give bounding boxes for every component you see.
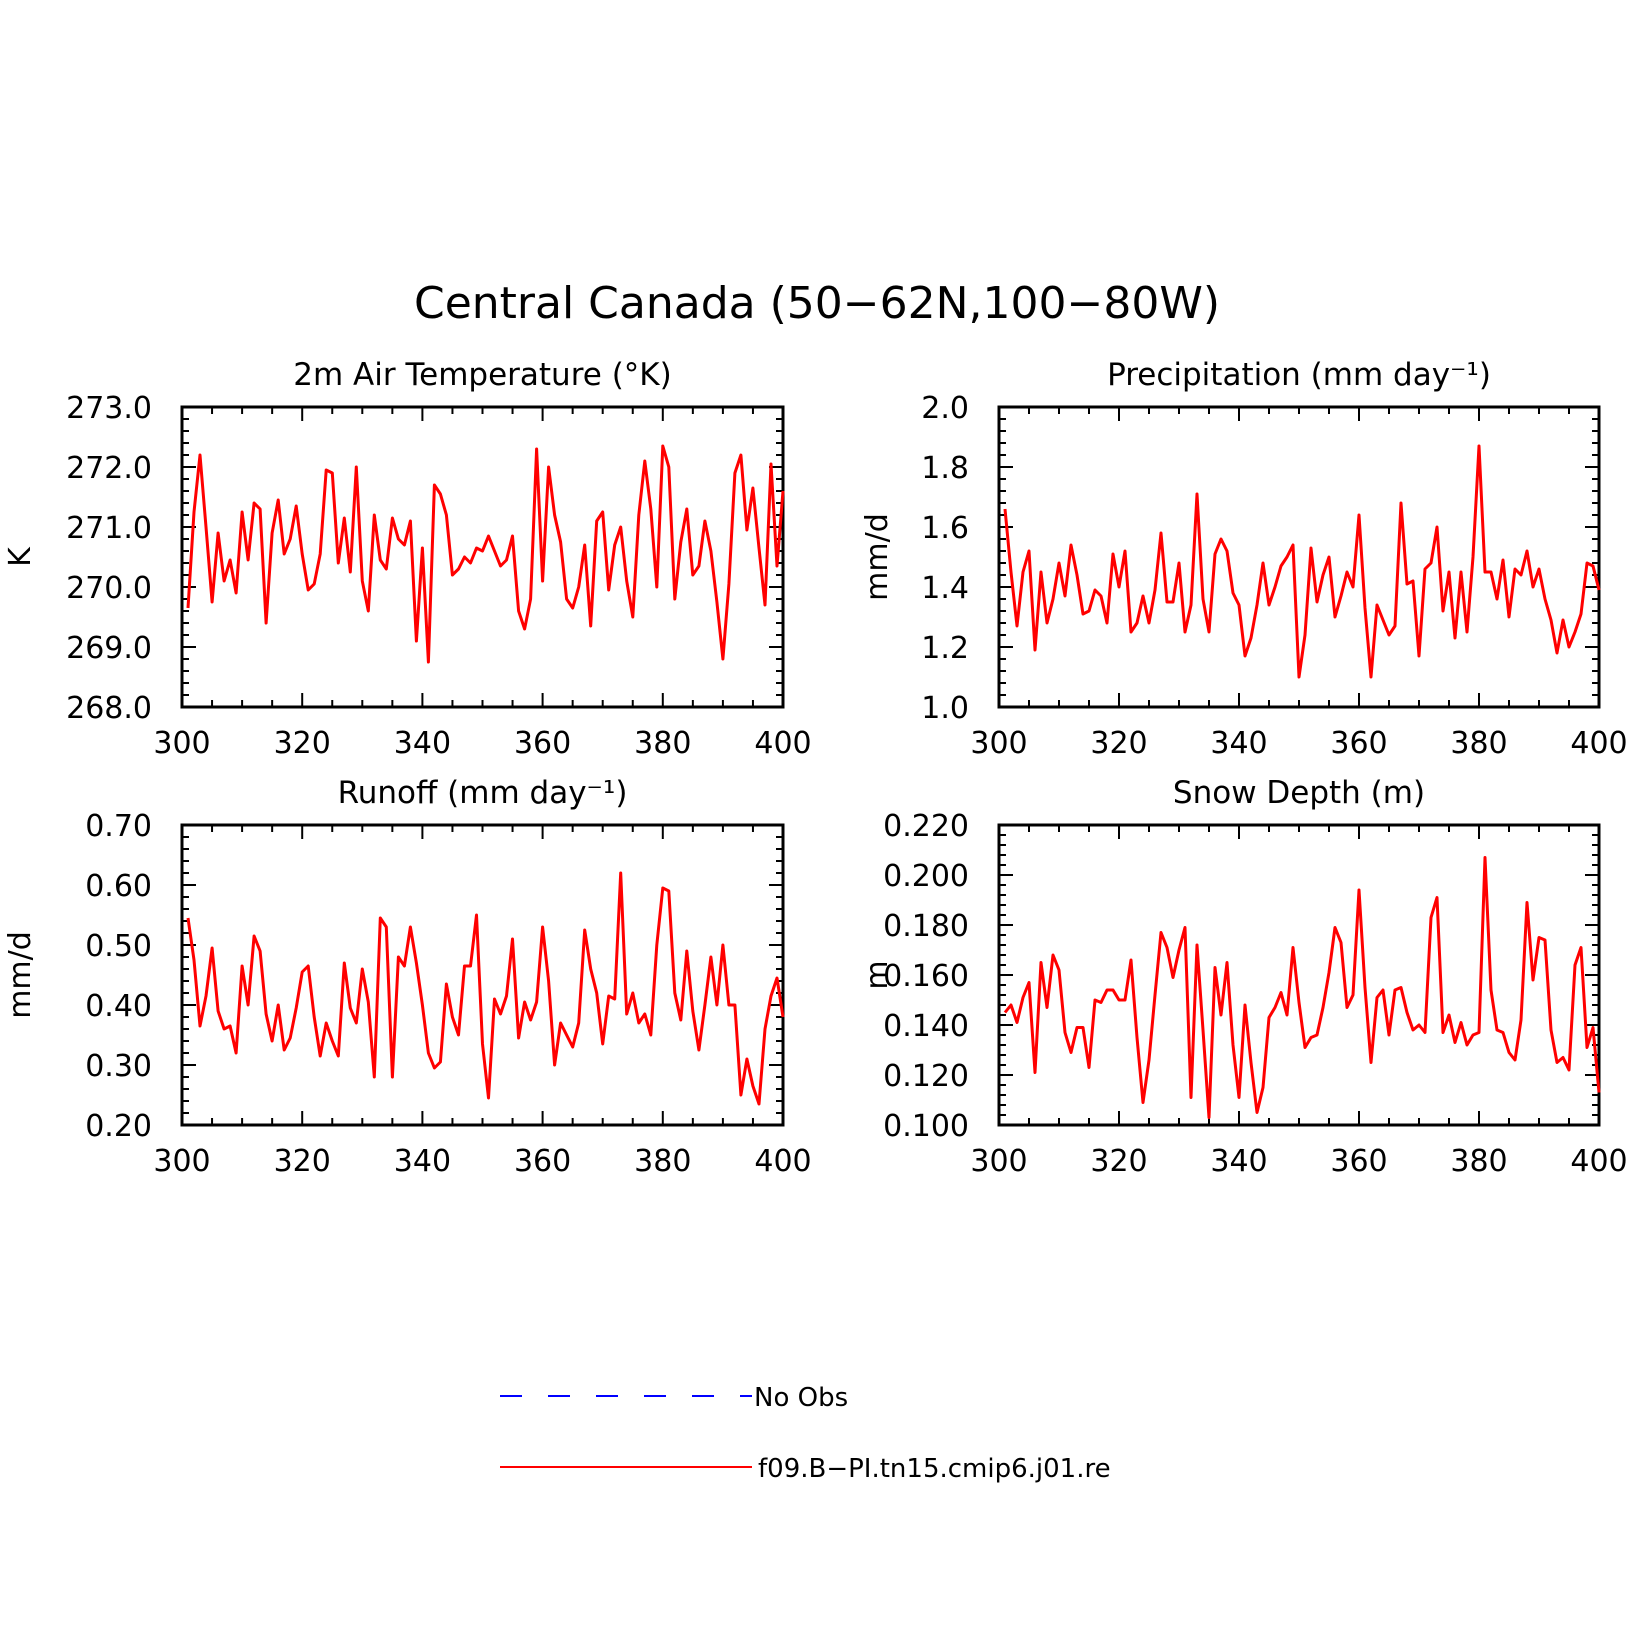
y-tick-label: 0.200 [883,859,969,894]
x-tick-label: 360 [514,1144,571,1179]
panel-title: 2m Air Temperature (°K) [293,357,671,393]
x-tick-label: 360 [1330,726,1387,761]
figure-title: Central Canada (50−62N,100−80W) [414,278,1220,329]
y-tick-label: 0.100 [883,1109,969,1144]
y-tick-label: 269.0 [66,631,152,666]
x-tick-label: 320 [1090,1144,1147,1179]
x-tick-label: 320 [1090,726,1147,761]
y-tick-label: 1.4 [921,571,969,606]
y-tick-label: 0.60 [85,869,152,904]
y-tick-label: 272.0 [66,451,152,486]
panels: 2m Air Temperature (°K) 300 320 340 360 380 40… [3,357,1628,1179]
y-axis-label: K [3,546,38,567]
series-line [1003,856,1601,1119]
y-tick-label: 1.0 [921,691,969,726]
y-tick-label: 0.70 [85,809,152,844]
legend: No Obs f09.B−PI.tn15.cmip6.j01.re [500,1383,1111,1484]
x-tick-label: 360 [514,726,571,761]
panel-0: 2m Air Temperature (°K) 300 320 340 360 380 40… [3,357,812,761]
x-tick-label: 400 [1570,726,1627,761]
y-tick-label: 0.180 [883,909,969,944]
x-tick-label: 300 [153,726,210,761]
y-axis-label: m [860,960,895,989]
x-tick-label: 340 [394,1144,451,1179]
y-tick-label: 270.0 [66,571,152,606]
y-tick-label: 0.50 [85,929,152,964]
panel-title: Precipitation (mm day⁻¹) [1107,357,1491,393]
series-line [186,444,785,664]
y-tick-label: 0.160 [883,959,969,994]
x-tick-label: 360 [1330,1144,1387,1179]
x-tick-label: 320 [274,1144,331,1179]
legend-label-model: f09.B−PI.tn15.cmip6.j01.re [758,1454,1111,1484]
panel-3: Snow Depth (m) 300 320 340 360 380 400 0.100 0.1… [860,775,1628,1179]
y-axis-label: mm/d [3,931,38,1019]
y-tick-label: 0.220 [883,809,969,844]
series-line [186,871,785,1106]
plot-frame [997,823,1601,1127]
x-tick-label: 380 [634,1144,691,1179]
x-tick-label: 400 [754,726,811,761]
x-tick-label: 380 [634,726,691,761]
panel-title: Snow Depth (m) [1173,775,1425,811]
x-tick-label: 300 [153,1144,210,1179]
y-tick-label: 1.6 [921,511,969,546]
y-tick-label: 273.0 [66,391,152,426]
x-tick-label: 300 [970,726,1027,761]
y-tick-label: 0.30 [85,1049,152,1084]
plot-frame [180,405,785,709]
x-tick-label: 340 [394,726,451,761]
x-tick-label: 340 [1210,1144,1267,1179]
y-tick-label: 0.40 [85,989,152,1024]
y-tick-label: 1.2 [921,631,969,666]
y-tick-label: 1.8 [921,451,969,486]
series-line [1003,444,1601,679]
y-tick-label: 2.0 [921,391,969,426]
y-tick-label: 0.120 [883,1059,969,1094]
panel-1: Precipitation (mm day⁻¹) 300 320 340 360 380 4… [860,357,1628,761]
plot-frame [180,823,785,1127]
x-tick-label: 400 [1570,1144,1627,1179]
y-tick-label: 0.20 [85,1109,152,1144]
y-axis-label: mm/d [860,513,895,601]
x-tick-label: 300 [970,1144,1027,1179]
x-tick-label: 320 [274,726,331,761]
panel-title: Runoff (mm day⁻¹) [338,775,628,811]
legend-label-no-obs: No Obs [754,1383,848,1413]
x-tick-label: 400 [754,1144,811,1179]
y-tick-label: 271.0 [66,511,152,546]
x-tick-label: 380 [1450,726,1507,761]
x-tick-label: 380 [1450,1144,1507,1179]
y-tick-label: 0.140 [883,1009,969,1044]
x-tick-label: 340 [1210,726,1267,761]
y-tick-label: 268.0 [66,691,152,726]
panel-2: Runoff (mm day⁻¹) 300 320 340 360 380 400 0.20 0… [3,775,812,1179]
